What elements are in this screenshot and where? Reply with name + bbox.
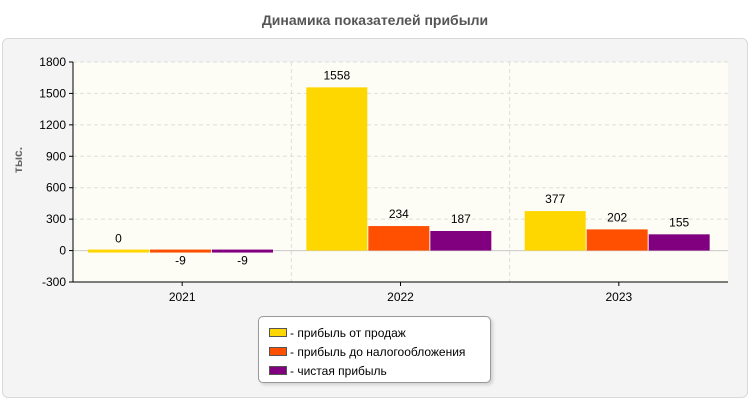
data-label: 1558 xyxy=(323,68,350,82)
bar-2022-series-1 xyxy=(368,226,430,251)
legend-swatch xyxy=(269,347,287,356)
legend-swatch xyxy=(269,366,287,375)
legend: - прибыль от продаж - прибыль до налогооб… xyxy=(258,316,491,383)
x-tick-label: 2021 xyxy=(169,290,196,304)
bar-2021-series-0 xyxy=(88,249,149,253)
data-label: 0 xyxy=(115,232,122,246)
bar-2021-series-2 xyxy=(212,249,273,253)
legend-label: - прибыль от продаж xyxy=(290,325,406,340)
y-tick-label: 0 xyxy=(59,244,66,258)
bar-2022-series-2 xyxy=(430,230,492,251)
legend-swatch xyxy=(269,328,287,337)
y-tick-label: 300 xyxy=(46,212,66,226)
x-tick-label: 2022 xyxy=(387,290,414,304)
y-axis-label: тыс. xyxy=(11,147,25,173)
data-label: 187 xyxy=(451,212,471,226)
bar-2022-series-0 xyxy=(306,87,368,251)
y-tick-label: 1200 xyxy=(39,118,66,132)
y-tick-label: -300 xyxy=(42,275,66,289)
bar-2021-series-1 xyxy=(150,249,211,253)
y-tick-label: 1800 xyxy=(39,55,66,69)
bar-2023-series-0 xyxy=(524,211,586,251)
legend-label: - чистая прибыль xyxy=(290,363,387,378)
legend-item: - прибыль до налогообложения xyxy=(269,342,490,361)
data-label: 155 xyxy=(669,215,689,229)
data-label: 234 xyxy=(389,207,409,221)
legend-item: - чистая прибыль xyxy=(269,361,490,380)
bar-2023-series-1 xyxy=(586,229,648,251)
y-tick-label: 1500 xyxy=(39,86,66,100)
y-tick-label: 900 xyxy=(46,149,66,163)
data-label: -9 xyxy=(237,254,248,268)
chart-title: Динамика показателей прибыли xyxy=(261,12,489,28)
x-tick-label: 2023 xyxy=(605,290,632,304)
legend-item: - прибыль от продаж xyxy=(269,323,490,342)
legend-label: - прибыль до налогообложения xyxy=(290,344,466,359)
data-label: 202 xyxy=(607,210,627,224)
bar-2023-series-2 xyxy=(648,234,710,251)
y-tick-label: 600 xyxy=(46,181,66,195)
data-label: -9 xyxy=(175,254,186,268)
data-label: 377 xyxy=(545,192,565,206)
